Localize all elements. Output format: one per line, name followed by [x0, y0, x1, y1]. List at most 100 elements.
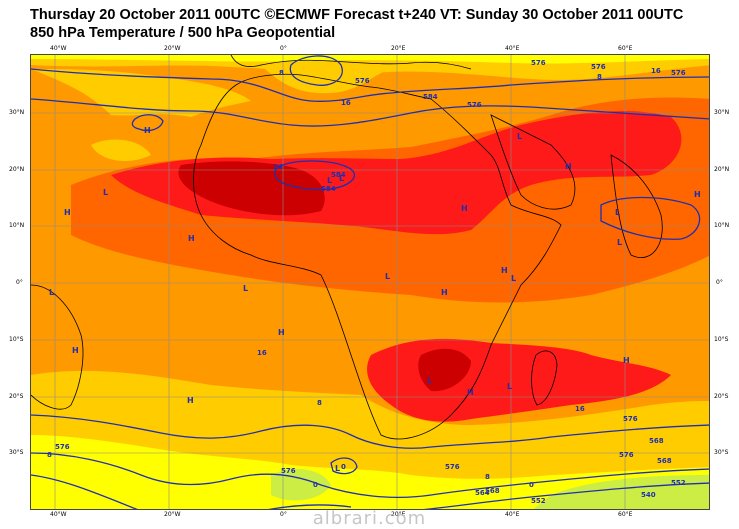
contour-label: 576 — [445, 463, 460, 471]
pressure-center: H — [461, 204, 468, 213]
contour-label: 576 — [531, 59, 546, 67]
contour-labels: 8 16 576 8 24 576 576 576 584 584 16 576… — [47, 59, 686, 505]
geopotential-contours — [31, 55, 709, 509]
graticule — [31, 55, 709, 509]
pressure-center: L — [243, 284, 248, 293]
pressure-centers: H H H H H H H H H H H H H L L L L L L L … — [49, 126, 701, 473]
lat-label-right: 10°N — [714, 222, 730, 229]
pressure-center: L — [511, 274, 516, 283]
lat-label-left: 10°S — [9, 336, 24, 343]
contour-label: 584 — [321, 185, 336, 193]
pressure-center: H — [501, 266, 508, 275]
lon-label-top: 40°E — [505, 45, 520, 52]
contour-low-loop — [600, 196, 701, 240]
temp-band-lt0 — [533, 475, 709, 509]
lon-label-top: 0° — [280, 45, 287, 52]
contour-label: 16 — [341, 99, 351, 107]
contour-label: 576 — [619, 451, 634, 459]
contour-label: 8 — [279, 69, 284, 77]
lat-label-right: 30°N — [714, 109, 730, 116]
pressure-center: L — [335, 464, 340, 473]
pressure-center: L — [327, 176, 332, 185]
temp-band-gt28 — [418, 348, 471, 392]
contour-label: 576 — [671, 69, 686, 77]
lon-label-top: 60°E — [618, 45, 633, 52]
pressure-center: H — [565, 162, 572, 171]
coastline-europe — [230, 55, 472, 70]
pressure-center: H — [467, 388, 474, 397]
lat-label-right: 30°S — [714, 449, 729, 456]
contour-label: 552 — [671, 479, 686, 487]
pressure-center: H — [188, 234, 195, 243]
temp-band-0-8 — [31, 55, 709, 64]
pressure-center: L — [517, 132, 522, 141]
pressure-center: H — [72, 346, 79, 355]
pressure-center: L — [385, 272, 390, 281]
watermark: albrari.com — [312, 508, 427, 529]
pressure-center: L — [615, 208, 620, 217]
contour-label: 584 — [331, 171, 346, 179]
lat-label-left: 30°S — [9, 449, 24, 456]
lat-label-left: 20°S — [9, 393, 24, 400]
map-area: 8 16 576 8 24 576 576 576 584 584 16 576… — [30, 54, 710, 510]
contour-label: 0 — [341, 463, 346, 471]
lat-label-left: 30°N — [9, 109, 25, 116]
lon-label-top: 20°E — [391, 45, 406, 52]
contour-low-loop — [289, 55, 343, 86]
temp-band-8-16 — [261, 63, 391, 94]
pressure-center: H — [64, 208, 71, 217]
lon-label-bottom: 20°E — [391, 511, 406, 518]
chart-title: Thursday 20 October 2011 00UTC ©ECMWF Fo… — [30, 7, 684, 23]
contour-label: 16 — [575, 405, 585, 413]
contour-584 — [31, 98, 709, 127]
contour-label: 564 — [475, 489, 490, 497]
temp-band-8-16 — [91, 139, 151, 161]
pressure-center: H — [623, 356, 630, 365]
lat-label-left: 10°N — [9, 222, 25, 229]
lon-label-bottom: 40°E — [505, 511, 520, 518]
lat-label-left: 0° — [16, 279, 23, 286]
contour-label: 16 — [257, 349, 267, 357]
contour-label: 8 — [47, 451, 52, 459]
contour-label: 568 — [649, 437, 664, 445]
lon-label-bottom: 60°E — [618, 511, 633, 518]
contour-label: 16 — [651, 67, 661, 75]
contour-label: 584 — [423, 93, 438, 101]
contour-label: 568 — [485, 487, 500, 495]
contour-576-south — [31, 414, 709, 449]
temp-band-0-8 — [31, 435, 709, 509]
contour-label: 8 — [317, 399, 322, 407]
pressure-center: L — [617, 238, 622, 247]
pressure-center: H — [441, 288, 448, 297]
contour-label: 8 — [485, 473, 490, 481]
pressure-center: L — [49, 288, 54, 297]
coastline-madagascar — [531, 350, 558, 406]
lon-label-top: 20°W — [164, 45, 181, 52]
contour-label: 576 — [623, 415, 638, 423]
contour-label: 568 — [657, 457, 672, 465]
contour-low-loop — [330, 457, 358, 475]
contour-label: 576 — [355, 77, 370, 85]
pressure-center: L — [103, 188, 108, 197]
coastline-south-america — [31, 284, 84, 410]
contour-low-loop — [274, 160, 356, 191]
contour-label: 0 — [313, 481, 318, 489]
contour-568-south — [31, 452, 709, 499]
lat-label-right: 10°S — [714, 336, 729, 343]
contour-label: 576 — [281, 467, 296, 475]
contour-label: 576 — [467, 101, 482, 109]
pressure-center: L — [339, 174, 344, 183]
contour-high-loop — [131, 114, 164, 132]
title-block: Thursday 20 October 2011 00UTC ©ECMWF Fo… — [30, 6, 683, 42]
lat-label-left: 20°N — [9, 166, 25, 173]
lat-label-right: 20°S — [714, 393, 729, 400]
pressure-center: L — [427, 376, 432, 385]
contour-label: 0 — [529, 481, 534, 489]
coastlines — [31, 55, 663, 440]
pressure-center: H — [278, 328, 285, 337]
coastline-india — [610, 154, 663, 258]
lon-label-bottom: 40°W — [50, 511, 67, 518]
temp-band-lt0 — [271, 469, 331, 501]
pressure-center: H — [694, 190, 701, 199]
contour-label: 540 — [641, 491, 656, 499]
